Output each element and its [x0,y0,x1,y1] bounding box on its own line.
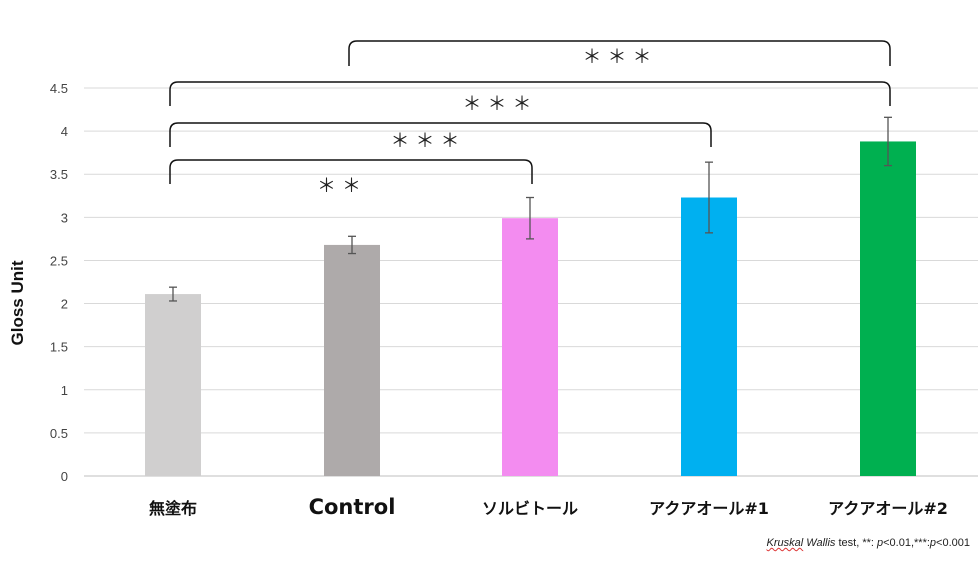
bracket-line [169,159,533,184]
significance-label: ＊＊＊ [390,130,465,152]
bracket-line [169,81,891,106]
footnote-p-symbol-1: p [877,537,884,549]
bar [324,244,380,476]
significance-bracket: ＊＊＊ [348,40,891,68]
footnote-p-symbol-2: p [929,537,937,549]
footnote: Kruskal Wallis test, **: p<0.01,***:p<0.… [767,537,970,549]
x-tick-label: アクアオール#2 [828,499,948,518]
y-tick-label: 4 [61,124,68,139]
footnote-text-1: test, **: [835,537,877,549]
x-tick-label: アクアオール#1 [649,499,769,518]
significance-label: ＊＊ [317,175,367,197]
y-axis-ticks: 0 0.5 1 1.5 2 2.5 3 3.5 4 4.5 [50,81,68,484]
error-bar [526,196,534,240]
significance-bracket: ＊＊＊ [169,81,891,115]
bar [145,294,201,476]
x-axis-categories: 無塗布 Control ソルビトール アクアオール#1 アクアオール#2 [149,495,948,519]
error-bar [884,116,892,167]
bracket-line [169,122,712,147]
y-axis-label: Gloss Unit [8,260,27,345]
y-tick-label: 0.5 [50,426,68,441]
y-tick-label: 3.5 [50,167,68,182]
x-tick-label: ソルビトール [482,499,578,518]
bars [145,141,916,477]
x-tick-label: 無塗布 [149,499,197,518]
significance-bracket: ＊＊＊ [169,122,712,152]
bar [860,141,916,477]
x-tick-label: Control [309,495,396,519]
bracket-line [348,40,891,66]
significance-brackets: ＊＊＊＊＊＊＊＊＊＊＊ [169,40,891,197]
footnote-test-name-1: Kruskal [766,537,804,549]
y-tick-label: 3 [61,210,68,225]
footnote-threshold-2: <0.001 [936,537,970,549]
y-tick-label: 2 [61,297,68,312]
y-tick-label: 1.5 [50,340,68,355]
significance-label: ＊＊＊ [582,46,657,68]
footnote-threshold-1: <0.01,***: [883,537,930,549]
error-bars [169,116,892,302]
error-bar [705,161,713,234]
y-tick-label: 1 [61,383,68,398]
y-tick-label: 4.5 [50,81,68,96]
bar [502,218,558,476]
significance-bracket: ＊＊ [169,159,533,197]
y-tick-label: 2.5 [50,253,68,268]
error-bar [169,286,177,302]
footnote-test-name-2: Wallis [806,537,836,549]
significance-label: ＊＊＊ [462,93,537,115]
bar [681,197,737,476]
y-tick-label: 0 [61,469,68,484]
error-bar [348,235,356,255]
